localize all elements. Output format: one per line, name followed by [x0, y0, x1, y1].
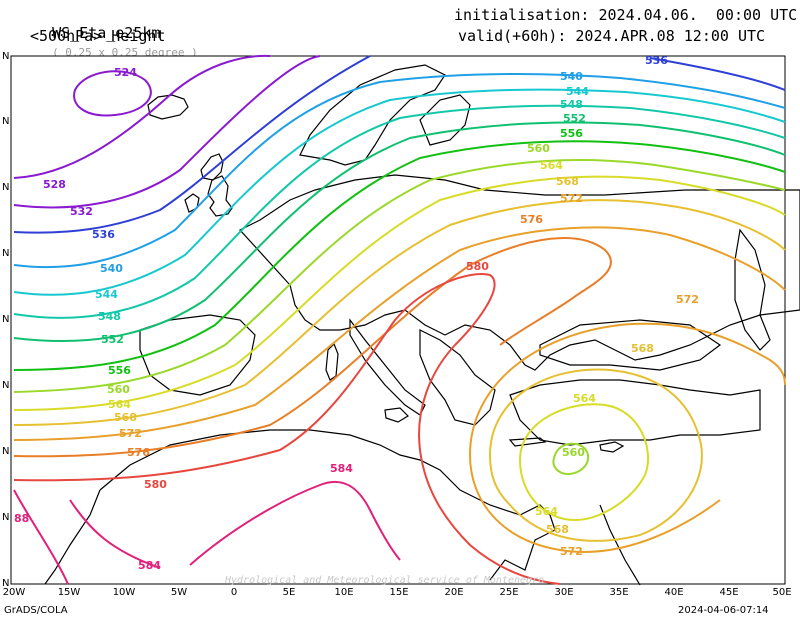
lon-label: 20W: [2, 587, 26, 598]
label-544-right: 544: [566, 85, 589, 98]
label-552-right: 552: [563, 112, 586, 125]
lon-label: 0: [230, 587, 238, 598]
label-564-right: 564: [540, 159, 563, 172]
contour-552: [13, 121, 786, 343]
lon-label: 10W: [112, 587, 136, 598]
label-564-low: 564: [573, 392, 596, 405]
label-564-low-b: 564: [535, 505, 558, 518]
lon-label: 15E: [389, 587, 409, 598]
contour-572: [13, 226, 786, 441]
init-time: initialisation: 2024.04.06. 00:00 UTC: [454, 6, 798, 24]
label-584-bottom: 584: [330, 462, 353, 475]
watermark: Hydrological and Meteorological service …: [225, 575, 545, 586]
lat-label: N: [2, 314, 10, 325]
label-524: 524: [114, 66, 137, 79]
contour-524: [73, 70, 152, 117]
lat-label: N: [2, 51, 10, 62]
lon-label: 30E: [554, 587, 574, 598]
contour-536: [13, 55, 786, 234]
label-556-right: 556: [560, 127, 583, 140]
lon-label: 25E: [499, 587, 519, 598]
contour-584-left: [13, 489, 69, 585]
label-572-right: 572: [560, 192, 583, 205]
lat-label: N: [2, 380, 10, 391]
lat-label: N: [2, 512, 10, 523]
contour-544: [13, 88, 786, 296]
contour-584-arc: [69, 499, 161, 569]
lon-label: 45E: [719, 587, 739, 598]
lon-label: 5W: [170, 587, 188, 598]
contour-540: [13, 72, 786, 269]
lon-label: 10E: [334, 587, 354, 598]
contour-560-low: [552, 442, 590, 475]
label-556-left: 556: [108, 364, 131, 377]
label-532: 532: [70, 205, 93, 218]
label-560-right: 560: [527, 142, 550, 155]
label-568-left: 568: [114, 411, 137, 424]
label-536-left: 536: [92, 228, 115, 241]
label-540-right: 540: [560, 70, 583, 83]
label-580-left: 580: [144, 478, 167, 491]
contour-580: [13, 273, 561, 585]
label-528: 528: [43, 178, 66, 191]
contour-584-bottom: [189, 480, 401, 566]
contour-548: [13, 104, 786, 319]
label-584-left: 584: [138, 559, 161, 572]
label-572-low-b: 572: [560, 545, 583, 558]
contour-572-low: [469, 322, 786, 553]
lon-label: 15W: [57, 587, 81, 598]
contour-564: [13, 175, 786, 411]
footer-software: GrADS/COLA: [4, 605, 68, 616]
label-540-left: 540: [100, 262, 123, 275]
lon-label: 35E: [609, 587, 629, 598]
label-560-low: 560: [562, 446, 585, 459]
lat-label: N: [2, 248, 10, 259]
label-552-left: 552: [101, 333, 124, 346]
lat-label: N: [2, 182, 10, 193]
lon-label: 50E: [772, 587, 792, 598]
label-568-right: 568: [556, 175, 579, 188]
contour-564-low: [518, 403, 650, 522]
label-576-right: 576: [520, 213, 543, 226]
label-88: 88: [14, 512, 29, 525]
field-title: <500hPa> Height: [30, 27, 166, 45]
contour-568: [13, 199, 786, 426]
contour-528: [13, 54, 271, 179]
label-548-right: 548: [560, 98, 583, 111]
lat-label: N: [2, 446, 10, 457]
contour-556: [13, 140, 786, 371]
label-572-left: 572: [119, 427, 142, 440]
contour-532: [13, 55, 321, 209]
lat-label: N: [2, 578, 10, 589]
model-name: WS_Eta_e25km: [52, 24, 161, 42]
lon-label: 20E: [444, 587, 464, 598]
label-576-left: 576: [127, 446, 150, 459]
label-572-low: 572: [676, 293, 699, 306]
label-536-right: 536: [645, 54, 668, 67]
label-544-left: 544: [95, 288, 118, 301]
contour-labels: 524 528 532 536 536 540 540 544 544 548 …: [14, 54, 699, 572]
lon-label: 5E: [282, 587, 296, 598]
map-frame: [10, 55, 786, 585]
contour-576: [13, 237, 612, 458]
label-568-low: 568: [631, 342, 654, 355]
valid-time: valid(+60h): 2024.APR.08 12:00 UTC: [458, 27, 766, 45]
lat-label: N: [2, 116, 10, 127]
contour-568-low: [488, 368, 703, 542]
height-contours: [13, 54, 786, 585]
contour-560: [13, 159, 786, 393]
label-580-right: 580: [466, 260, 489, 273]
label-564-left: 564: [108, 398, 131, 411]
lon-label: 40E: [664, 587, 684, 598]
footer-timestamp: 2024-04-06-07:14: [678, 605, 769, 616]
label-560-left: 560: [107, 383, 130, 396]
label-568-low-b: 568: [546, 523, 569, 536]
label-548-left: 548: [98, 310, 121, 323]
